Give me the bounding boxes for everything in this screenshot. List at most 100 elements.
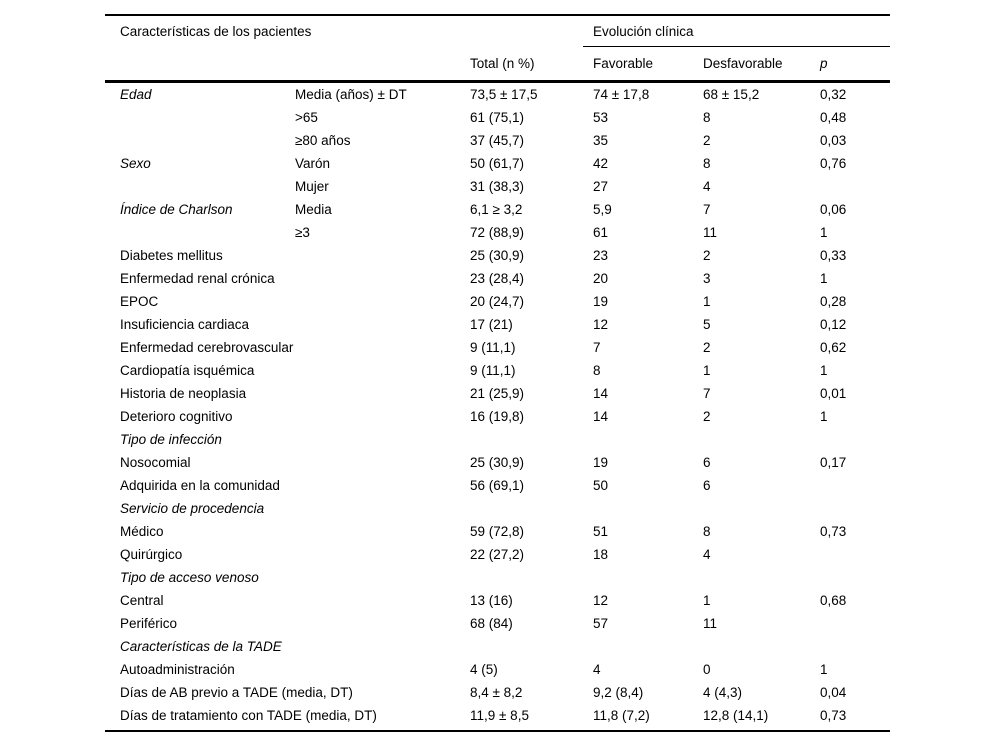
cell-subcategory: Mujer <box>295 178 329 194</box>
cell-total: 31 (38,3) <box>470 178 525 194</box>
cell-characteristic <box>105 221 295 244</box>
table-top-rule <box>105 14 890 16</box>
table-row: Diabetes mellitus 25 (30,9) 23 2 0,33 <box>105 244 890 267</box>
cell-p-value: 0,62 <box>820 339 847 355</box>
table-row: Enfermedad cerebrovascular 9 (11,1) 7 2 0,62 <box>105 336 890 359</box>
cell-total <box>470 635 593 658</box>
cell-subcategory <box>295 658 470 681</box>
cell-subcategory <box>295 313 470 336</box>
cell-desfavorable: 3 <box>703 270 711 286</box>
cell-total <box>470 428 593 451</box>
cell-subcategory: Media <box>295 201 332 217</box>
clinical-evolution-underline <box>583 45 890 47</box>
cell-characteristic: Cardiopatía isquémica <box>120 362 255 378</box>
cell-p-value: 1 <box>820 224 828 240</box>
cell-total: 68 (84) <box>470 615 513 631</box>
cell-subcategory <box>295 635 470 658</box>
table-row: Autoadministración 4 (5) 4 0 1 <box>105 658 890 681</box>
cell-total: 16 (19,8) <box>470 408 525 424</box>
cell-p-value: 0,01 <box>820 385 847 401</box>
cell-desfavorable: 2 <box>703 408 711 424</box>
cell-subcategory: Media (años) ± DT <box>295 86 407 102</box>
cell-subcategory <box>295 612 470 635</box>
cell-p-value: 0,04 <box>820 684 847 700</box>
table-row: EPOC 20 (24,7) 19 1 0,28 <box>105 290 890 313</box>
cell-characteristic <box>105 129 295 152</box>
cell-p-value <box>820 497 890 520</box>
cell-total: 4 (5) <box>470 661 498 677</box>
cell-total: 59 (72,8) <box>470 523 525 539</box>
cell-characteristic: Tipo de acceso venoso <box>120 569 259 585</box>
cell-desfavorable: 7 <box>703 385 711 401</box>
cell-subcategory <box>295 704 470 727</box>
cell-subcategory <box>295 451 470 474</box>
cell-favorable: 57 <box>593 615 609 631</box>
cell-characteristic: Periférico <box>120 615 178 631</box>
cell-favorable: 11,8 (7,2) <box>593 707 650 723</box>
cell-desfavorable: 1 <box>703 362 711 378</box>
cell-desfavorable: 4 (4,3) <box>703 684 743 700</box>
cell-desfavorable: 2 <box>703 247 711 263</box>
cell-subcategory: ≥80 años <box>295 132 351 148</box>
cell-subcategory: >65 <box>295 109 318 125</box>
table-row: Insuficiencia cardiaca 17 (21) 12 5 0,12 <box>105 313 890 336</box>
cell-characteristic: Días de AB previo a TADE (media, DT) <box>120 684 353 700</box>
cell-characteristic <box>105 106 295 129</box>
cell-desfavorable: 4 <box>703 178 711 194</box>
cell-favorable: 74 ± 17,8 <box>593 86 650 102</box>
cell-p-value: 0,17 <box>820 454 847 470</box>
cell-characteristic: Edad <box>120 86 152 102</box>
cell-total: 9 (11,1) <box>470 339 516 355</box>
cell-characteristic: Enfermedad cerebrovascular <box>120 339 294 355</box>
cell-characteristic: Características de la TADE <box>120 638 282 654</box>
cell-favorable: 23 <box>593 247 609 263</box>
cell-favorable: 18 <box>593 546 609 562</box>
cell-subcategory <box>295 589 470 612</box>
cell-total: 50 (61,7) <box>470 155 525 171</box>
cell-characteristic: Diabetes mellitus <box>120 247 223 263</box>
cell-p-value <box>820 175 890 198</box>
cell-characteristic: Nosocomial <box>120 454 191 470</box>
cell-total: 23 (28,4) <box>470 270 525 286</box>
cell-desfavorable: 0 <box>703 661 711 677</box>
cell-total <box>470 566 593 589</box>
column-header-favorable: Favorable <box>593 56 654 71</box>
cell-subcategory <box>295 497 470 520</box>
cell-favorable: 42 <box>593 155 609 171</box>
cell-p-value: 0,28 <box>820 293 847 309</box>
cell-characteristic: Adquirida en la comunidad <box>120 477 280 493</box>
cell-total: 13 (16) <box>470 592 513 608</box>
cell-characteristic: Días de tratamiento con TADE (media, DT) <box>120 707 377 723</box>
cell-desfavorable <box>703 566 820 589</box>
cell-p-value: 0,06 <box>820 201 847 217</box>
cell-subcategory <box>295 336 470 359</box>
table-column-headers: Total (n %) Favorable Desfavorable p <box>105 47 890 80</box>
cell-favorable: 14 <box>593 408 609 424</box>
table-row: Tipo de acceso venoso <box>105 566 890 589</box>
cell-desfavorable: 8 <box>703 109 711 125</box>
cell-p-value <box>820 543 890 566</box>
cell-desfavorable: 2 <box>703 339 711 355</box>
table-row: Edad Media (años) ± DT 73,5 ± 17,5 74 ± 17,… <box>105 83 890 106</box>
cell-desfavorable: 4 <box>703 546 711 562</box>
cell-favorable: 4 <box>593 661 601 677</box>
table-row: Médico 59 (72,8) 51 8 0,73 <box>105 520 890 543</box>
cell-characteristic: Médico <box>120 523 164 539</box>
cell-desfavorable: 11 <box>703 224 718 240</box>
cell-subcategory <box>295 681 470 704</box>
table-row: Historia de neoplasia 21 (25,9) 14 7 0,01 <box>105 382 890 405</box>
table-row: Días de AB previo a TADE (media, DT) 8,4 … <box>105 681 890 704</box>
cell-total: 6,1 ≥ 3,2 <box>470 201 523 217</box>
cell-subcategory <box>295 359 470 382</box>
cell-subcategory <box>295 405 470 428</box>
cell-favorable: 61 <box>593 224 609 240</box>
cell-p-value <box>820 566 890 589</box>
cell-subcategory: Varón <box>295 155 331 171</box>
cell-desfavorable: 12,8 (14,1) <box>703 707 769 723</box>
cell-characteristic: Índice de Charlson <box>120 201 233 217</box>
cell-total: 22 (27,2) <box>470 546 525 562</box>
cell-p-value <box>820 428 890 451</box>
cell-favorable: 8 <box>593 362 601 378</box>
table-row: Tipo de infección <box>105 428 890 451</box>
cell-desfavorable: 7 <box>703 201 711 217</box>
